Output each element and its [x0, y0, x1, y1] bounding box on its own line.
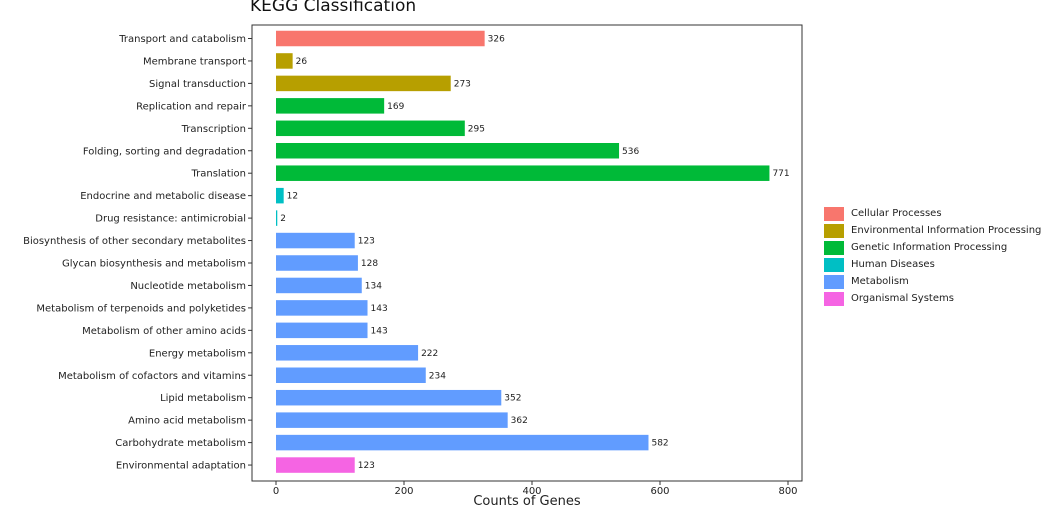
- bar: [276, 389, 502, 406]
- legend-item: Human Diseases: [824, 256, 1041, 273]
- chart-title: KEGG Classification: [250, 0, 417, 16]
- x-tick-label: 0: [273, 486, 279, 497]
- bar: [276, 255, 358, 271]
- legend-label: Organismal Systems: [851, 293, 954, 304]
- bar: [276, 210, 278, 226]
- bar: [276, 434, 649, 451]
- y-tick-label: Signal transduction: [149, 79, 246, 90]
- bar: [276, 120, 465, 137]
- legend-label: Metabolism: [851, 276, 909, 287]
- x-tick-label: 800: [778, 486, 797, 497]
- legend-item: Cellular Processes: [824, 205, 1041, 222]
- data-label: 123: [358, 461, 375, 471]
- data-label: 143: [371, 304, 388, 314]
- y-tick-label: Membrane transport: [143, 56, 246, 67]
- data-label: 169: [387, 102, 404, 112]
- data-label: 222: [421, 349, 438, 359]
- data-label: 2: [280, 214, 286, 224]
- x-tick-label: 400: [522, 486, 541, 497]
- y-tick-label: Transport and catabolism: [118, 34, 246, 45]
- data-label: 134: [365, 281, 382, 291]
- data-label: 273: [454, 79, 471, 89]
- x-axis-label: Counts of Genes: [473, 494, 580, 509]
- legend-label: Genetic Information Processing: [851, 242, 1008, 253]
- y-tick-label: Biosynthesis of other secondary metaboli…: [23, 236, 246, 247]
- legend-swatch: [824, 240, 844, 255]
- legend-item: Genetic Information Processing: [824, 239, 1041, 256]
- data-label: 352: [504, 394, 521, 404]
- y-tick-label: Glycan biosynthesis and metabolism: [62, 259, 246, 270]
- y-tick-label: Transcription: [181, 124, 246, 135]
- y-tick-label: Carbohydrate metabolism: [115, 438, 246, 449]
- y-tick-label: Drug resistance: antimicrobial: [95, 214, 246, 225]
- y-tick-label: Environmental adaptation: [116, 461, 246, 472]
- y-tick-label: Metabolism of cofactors and vitamins: [58, 371, 246, 382]
- bar: [276, 143, 620, 159]
- bar: [276, 345, 419, 361]
- data-label: 26: [296, 57, 308, 67]
- data-label: 536: [622, 147, 639, 157]
- x-tick-label: 600: [650, 486, 669, 497]
- legend-swatch: [824, 257, 844, 272]
- legend-item: Organismal Systems: [824, 290, 1041, 307]
- data-label: 771: [772, 169, 789, 179]
- data-label: 362: [511, 416, 528, 426]
- bar: [276, 300, 368, 316]
- legend-label: Human Diseases: [851, 259, 935, 270]
- y-tick-label: Energy metabolism: [149, 348, 246, 359]
- y-tick-label: Lipid metabolism: [160, 393, 246, 404]
- legend-swatch: [824, 274, 844, 289]
- data-label: 582: [651, 439, 668, 449]
- legend-swatch: [824, 206, 844, 221]
- data-label: 234: [429, 371, 446, 381]
- legend-label: Cellular Processes: [851, 208, 942, 219]
- bar: [276, 277, 362, 294]
- bar: [276, 30, 485, 47]
- data-label: 123: [358, 237, 375, 247]
- y-tick-label: Folding, sorting and degradation: [83, 146, 246, 157]
- y-tick-label: Metabolism of other amino acids: [82, 326, 246, 337]
- legend-swatch: [824, 223, 844, 238]
- bar: [276, 75, 451, 92]
- bar: [276, 457, 355, 473]
- y-tick-label: Metabolism of terpenoids and polyketides: [36, 303, 246, 314]
- chart-legend: Cellular Processes Environmental Informat…: [824, 205, 1041, 307]
- y-tick-label: Endocrine and metabolic disease: [80, 191, 246, 202]
- y-tick-label: Translation: [191, 169, 247, 180]
- bar: [276, 232, 355, 249]
- bar: [276, 322, 368, 339]
- data-label: 143: [371, 326, 388, 336]
- y-tick-label: Amino acid metabolism: [128, 416, 246, 427]
- bar: [276, 187, 284, 204]
- plot-frame: [251, 24, 803, 482]
- bar: [276, 367, 426, 383]
- y-tick-label: Replication and repair: [136, 101, 247, 112]
- bar: [276, 98, 385, 114]
- data-label: 12: [287, 192, 298, 202]
- data-label: 326: [488, 35, 505, 45]
- legend-item: Environmental Information Processing: [824, 222, 1041, 239]
- y-tick-label: Nucleotide metabolism: [130, 281, 246, 292]
- bar: [276, 165, 770, 181]
- x-tick-label: 200: [394, 486, 413, 497]
- bar: [276, 412, 508, 428]
- legend-swatch: [824, 291, 844, 306]
- legend-label: Environmental Information Processing: [851, 225, 1042, 236]
- bar: [276, 53, 293, 69]
- legend-item: Metabolism: [824, 273, 1041, 290]
- data-label: 295: [468, 124, 485, 134]
- data-label: 128: [361, 259, 378, 269]
